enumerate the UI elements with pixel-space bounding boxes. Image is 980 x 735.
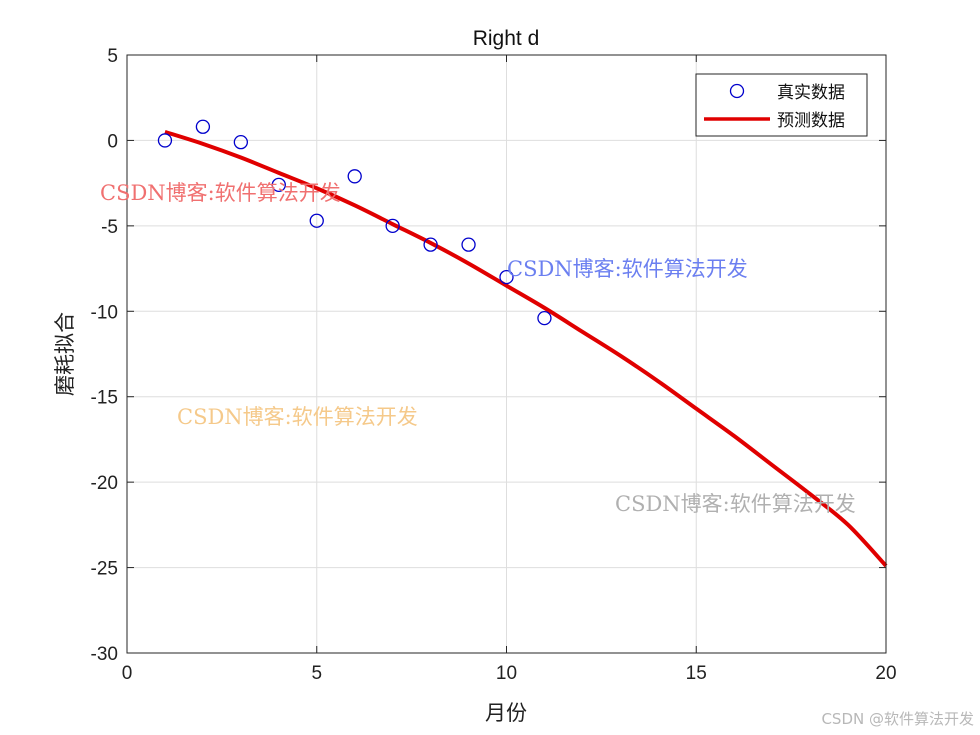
y-tick-label: -20 xyxy=(91,473,118,494)
y-tick-label: 0 xyxy=(107,131,118,152)
series-line-group xyxy=(164,129,888,568)
x-tick-label: 15 xyxy=(686,663,707,684)
watermark-red: CSDN博客:软件算法开发 xyxy=(100,181,341,205)
legend: 真实数据 预测数据 xyxy=(695,73,868,137)
data-point xyxy=(537,310,552,326)
legend-marker-scatter xyxy=(729,83,745,99)
y-tick-label: -30 xyxy=(91,644,118,665)
data-point xyxy=(157,133,173,148)
watermark-blue: CSDN博客:软件算法开发 xyxy=(507,257,748,281)
legend-box xyxy=(695,73,868,137)
x-tick-label: 0 xyxy=(122,663,133,684)
data-point xyxy=(423,237,438,252)
legend-label-line: 预测数据 xyxy=(777,111,845,131)
data-point xyxy=(309,213,324,228)
y-tick-label: -5 xyxy=(101,217,118,238)
data-point xyxy=(195,119,211,134)
y-tick-label: -10 xyxy=(91,302,118,323)
x-tick-label: 20 xyxy=(875,663,896,684)
x-tick-label: 10 xyxy=(496,663,517,684)
y-tick-label: 5 xyxy=(107,46,118,67)
plot-frame xyxy=(126,54,887,654)
footer-watermark: CSDN @软件算法开发 xyxy=(821,710,974,728)
y-tick-label: -15 xyxy=(91,388,118,409)
series-line-predicted xyxy=(164,129,888,568)
data-point xyxy=(233,134,249,150)
y-tick-labels: 5 0 -5 -10 -15 -20 -25 -30 xyxy=(91,46,118,665)
data-point xyxy=(461,237,476,252)
data-point xyxy=(347,169,362,184)
chart-title: Right d xyxy=(473,27,540,50)
watermark-orange: CSDN博客:软件算法开发 xyxy=(177,405,418,429)
x-axis-label: 月份 xyxy=(485,701,527,725)
y-axis-label: 磨耗拟合 xyxy=(53,312,77,396)
data-point xyxy=(385,218,400,234)
watermark-gray: CSDN博客:软件算法开发 xyxy=(615,492,856,516)
data-point xyxy=(499,269,514,285)
legend-label-scatter: 真实数据 xyxy=(777,83,845,103)
x-tick-label: 5 xyxy=(311,663,322,684)
y-tick-label: -25 xyxy=(91,559,118,580)
x-tick-labels: 0 5 10 15 20 xyxy=(122,663,897,684)
series-scatter-group xyxy=(157,119,552,326)
data-point xyxy=(271,177,286,193)
